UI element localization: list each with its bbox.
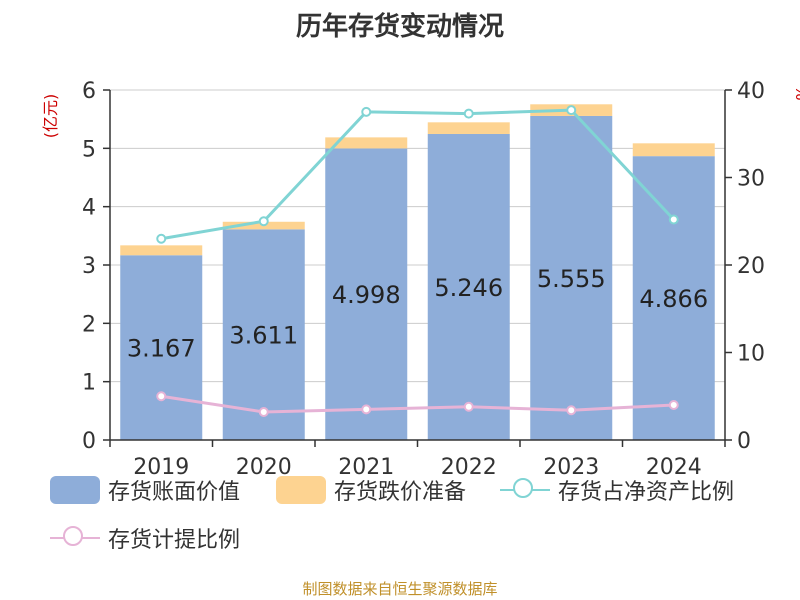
x-tick-label: 2021 xyxy=(338,455,394,480)
left-tick-label: 4 xyxy=(82,196,96,221)
legend-swatch-net-asset-ratio xyxy=(500,476,550,504)
line-net-asset-ratio xyxy=(160,108,675,241)
bar-data-label: 5.555 xyxy=(537,265,606,293)
point-net-asset-ratio xyxy=(463,108,474,119)
x-tick-label: 2024 xyxy=(646,455,702,480)
bar-impairment xyxy=(120,245,203,256)
x-tick-label: 2020 xyxy=(236,455,292,480)
left-tick-label: 0 xyxy=(82,429,96,454)
left-tick-label: 2 xyxy=(82,312,96,337)
legend-swatch-book-value xyxy=(50,476,100,504)
legend-label-net-asset-ratio: 存货占净资产比例 xyxy=(558,480,735,505)
line-provision-ratio xyxy=(161,394,674,414)
point-provision-ratio xyxy=(463,401,474,412)
right-axis-unit: % xyxy=(792,85,800,100)
legend-item-net-asset-ratio[interactable]: 存货占净资产比例 xyxy=(500,474,734,506)
bar-impairment xyxy=(632,143,715,157)
bar-book-value xyxy=(325,148,408,440)
point-net-asset-ratio xyxy=(361,106,372,117)
x-tick-label: 2023 xyxy=(543,455,599,480)
bar-data-label: 4.866 xyxy=(639,285,708,313)
left-tick-label: 6 xyxy=(82,79,96,104)
bar-data-label: 5.246 xyxy=(434,274,503,302)
legend-item-book-value[interactable]: 存货账面价值 xyxy=(50,474,240,506)
left-tick-label: 1 xyxy=(82,371,96,396)
bar-book-value xyxy=(120,255,203,440)
right-tick-label: 10 xyxy=(737,342,765,367)
bar-book-value xyxy=(427,133,510,440)
legend-label-impairment: 存货跌价准备 xyxy=(334,480,467,505)
bar-book-value xyxy=(222,229,305,440)
x-tick-label: 2019 xyxy=(133,455,189,480)
legend-label-provision-ratio: 存货计提比例 xyxy=(108,528,241,553)
bar-impairment xyxy=(427,122,510,134)
point-net-asset-ratio xyxy=(668,214,679,225)
right-tick-label: 20 xyxy=(737,254,765,279)
point-provision-ratio xyxy=(566,405,577,416)
data-source-footer: 制图数据来自恒生聚源数据库 xyxy=(302,580,498,598)
point-net-asset-ratio xyxy=(156,233,167,244)
point-provision-ratio xyxy=(258,407,269,417)
bar-book-value xyxy=(632,156,715,440)
point-provision-ratio xyxy=(361,404,372,415)
right-tick-label: 30 xyxy=(737,167,765,192)
bar-impairment xyxy=(325,137,408,149)
bar-data-label: 3.167 xyxy=(127,335,196,363)
left-axis-unit: (亿元) xyxy=(41,94,60,139)
right-tick-label: 0 xyxy=(737,429,751,454)
right-tick-label: 40 xyxy=(737,79,765,104)
bar-data-label: 3.611 xyxy=(229,322,298,350)
point-provision-ratio xyxy=(668,400,679,410)
left-tick-label: 3 xyxy=(82,254,96,279)
x-tick-label: 2022 xyxy=(441,455,497,480)
legend-swatch-impairment xyxy=(276,476,326,504)
point-net-asset-ratio xyxy=(258,216,269,227)
bar-data-label: 4.998 xyxy=(332,281,401,309)
legend-item-impairment[interactable]: 存货跌价准备 xyxy=(276,474,466,506)
point-provision-ratio xyxy=(156,391,167,402)
legend-swatch-provision-ratio xyxy=(50,524,100,552)
left-tick-label: 5 xyxy=(82,137,96,162)
bar-book-value xyxy=(530,115,613,440)
chart-title: 历年存货变动情况 xyxy=(295,12,504,42)
legend-item-provision-ratio[interactable]: 存货计提比例 xyxy=(50,522,240,554)
point-net-asset-ratio xyxy=(566,105,577,116)
legend-label-book-value: 存货账面价值 xyxy=(108,480,241,505)
